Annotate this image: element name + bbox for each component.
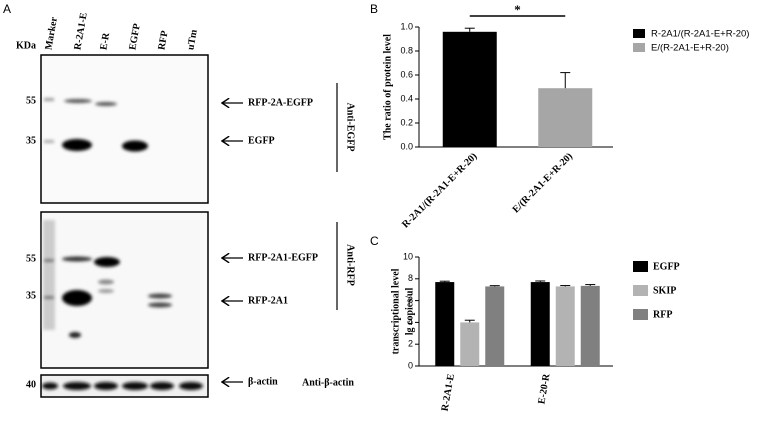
y-tick-label: 0.2: [400, 117, 413, 127]
y-tick-label: 0: [408, 360, 413, 370]
marker-label: 35: [26, 290, 36, 301]
marker-label: 55: [26, 95, 36, 106]
legend-label: RFP: [653, 309, 672, 320]
y-tick-label: 1.0: [400, 21, 413, 31]
y-tick-label: 0.4: [400, 93, 413, 103]
panel-label: B: [370, 2, 378, 16]
band-label: RFP-2A1-EGFP: [248, 252, 318, 263]
bar: [530, 282, 550, 366]
y-tick-label: 8: [408, 273, 413, 283]
bar: [538, 88, 593, 147]
band-label: RFP-2A1: [248, 295, 288, 306]
band-label: β-actin: [248, 376, 278, 387]
lane-label: uTm: [185, 28, 200, 51]
lane-label: RFP: [156, 30, 170, 51]
legend-swatch: [633, 29, 645, 38]
legend-swatch: [633, 309, 648, 320]
lane-label: EGFP: [127, 23, 142, 51]
bar: [442, 31, 497, 147]
antibody-label: Anti-EGFP: [345, 103, 356, 152]
bar: [460, 322, 480, 366]
arrows: [222, 83, 338, 382]
unit-label: KDa: [16, 40, 36, 51]
bands: [42, 98, 203, 390]
x-tick-label: E-20-R: [536, 372, 552, 405]
legend-swatch: [633, 43, 645, 52]
bar: [485, 286, 505, 366]
panel-label: C: [370, 234, 379, 248]
legend-label: E/(R-2A1-E+R-20): [651, 43, 729, 54]
bar: [580, 285, 600, 366]
marker-label: 40: [26, 379, 36, 390]
y-tick-label: 4: [408, 317, 413, 327]
lane-label: E-R: [98, 31, 112, 51]
y-axis-label: The ratio of protein level: [382, 34, 393, 140]
legend-swatch: [633, 261, 648, 272]
legend-swatch: [633, 285, 648, 296]
y-tick-label: 0.8: [400, 45, 413, 55]
lane-label: R-2A1-E: [72, 11, 89, 50]
blot-box: [40, 54, 209, 204]
y-tick-label: 2: [408, 339, 413, 349]
antibody-label: Anti-RFP: [345, 244, 356, 286]
lane-label: Marker: [43, 16, 60, 51]
annotation: *: [514, 2, 521, 17]
band-label: RFP-2A-EGFP: [248, 97, 313, 108]
y-tick-label: 10: [403, 251, 413, 261]
legend-label: SKIP: [653, 285, 676, 296]
legend-label: EGFP: [653, 261, 680, 272]
legend-label: R-2A1/(R-2A1-E+R-20): [651, 29, 749, 40]
panel-label: A: [3, 2, 11, 16]
x-tick-label: R-2A1/(R-2A1-E+R-20): [400, 151, 479, 230]
marker-label: 35: [26, 135, 36, 146]
y-tick-label: 0.6: [400, 69, 413, 79]
band-label: EGFP: [248, 135, 275, 146]
bar: [435, 282, 455, 366]
y-axis-label: lg copies/ul: [404, 288, 415, 336]
blot-box: [40, 211, 209, 369]
x-tick-label: R-2A1-E: [440, 373, 457, 412]
y-tick-label: 6: [408, 295, 413, 305]
x-tick-label: E/(R-2A1-E+R-20): [511, 151, 575, 215]
y-tick-label: 0.0: [400, 141, 413, 151]
marker-label: 55: [26, 253, 36, 264]
antibody-label: Anti-β-actin: [302, 377, 354, 388]
bar: [555, 286, 575, 366]
y-axis-label: transcriptional level: [390, 268, 401, 354]
